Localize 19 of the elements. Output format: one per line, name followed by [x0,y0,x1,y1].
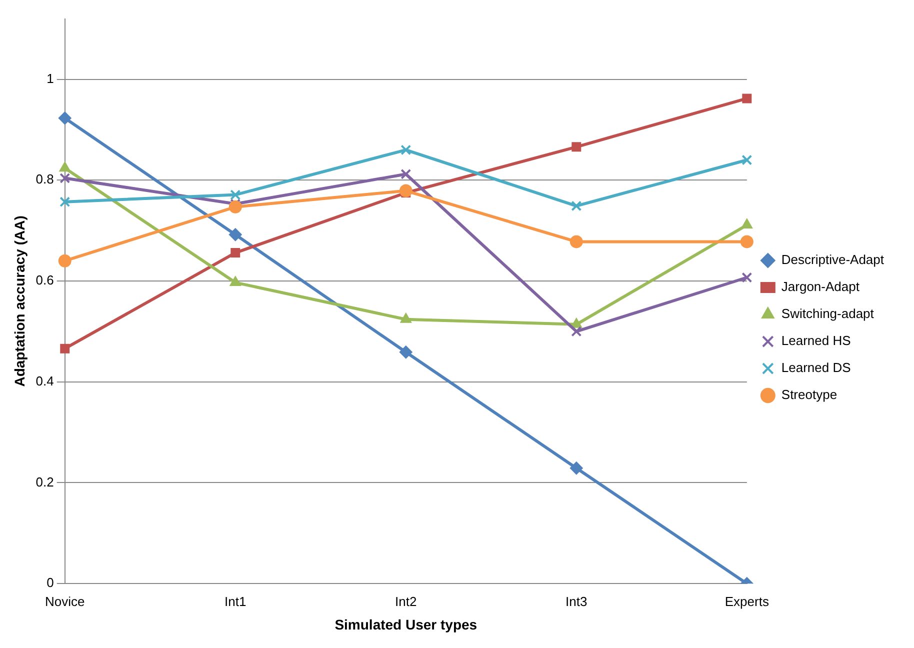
x-axis-title: Simulated User types [334,616,478,632]
y-tick-label: 0.2 [36,474,54,490]
y-tick-label: 0 [46,575,54,590]
y-axis-title: Adaptation accuracy (AA) [11,216,28,387]
x-tick-label: Experts [724,594,770,609]
x-tick-label: Novice [44,594,85,609]
x-tick-label: Int2 [395,594,417,609]
legend-label: Learned DS [781,360,852,376]
x-tick-label: Int3 [566,594,588,609]
legend-label: Descriptive-Adapt [781,252,884,268]
y-tick-label: 0.6 [36,272,54,288]
legend-label: Streotype [781,387,838,402]
y-tick-label: 1 [46,70,54,86]
y-tick-label: 0.4 [36,373,54,388]
legend-label: Learned HS [781,333,852,348]
x-tick-label: Int1 [224,594,246,609]
legend-label: Switching-adapt [781,306,874,322]
legend-label: Jargon-Adapt [781,279,860,294]
y-tick-label: 0.8 [36,172,54,187]
